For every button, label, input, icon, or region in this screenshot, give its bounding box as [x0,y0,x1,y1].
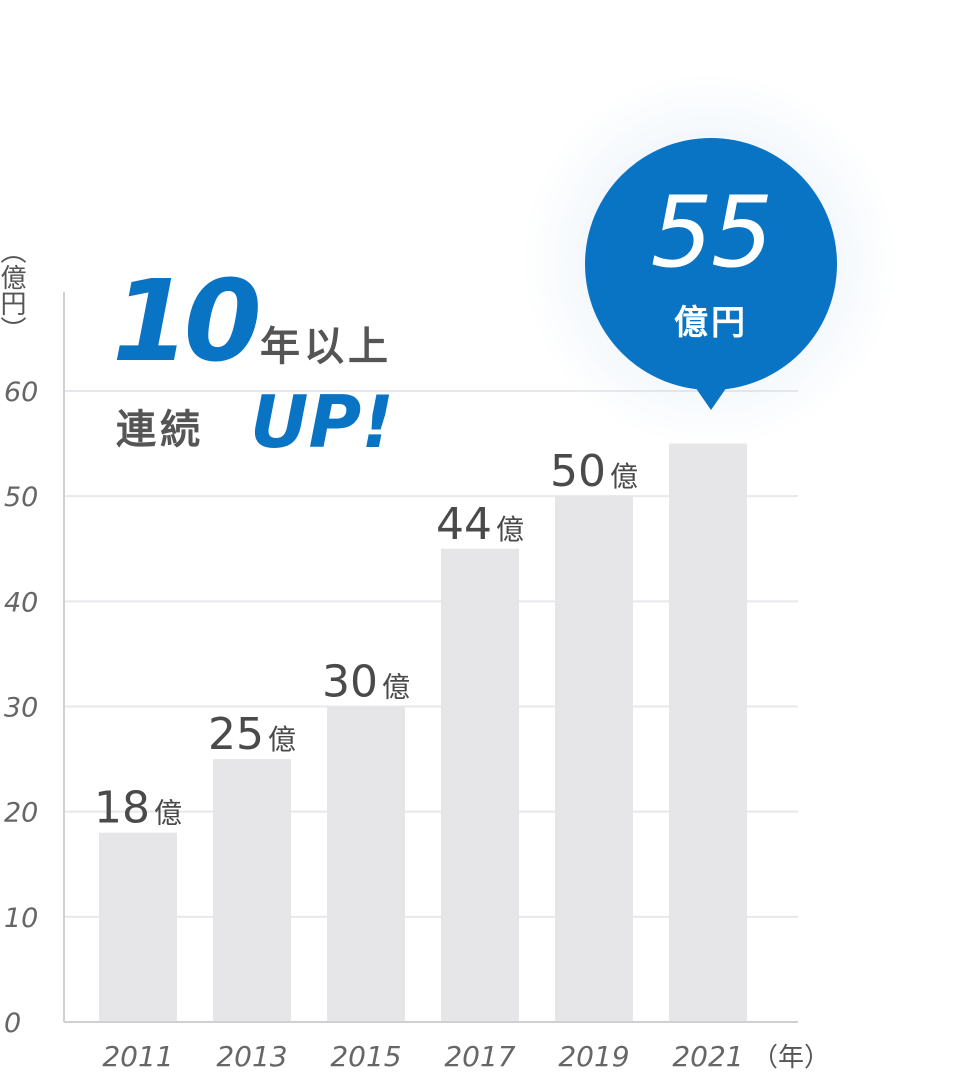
y-tick-label: 60 [4,377,38,408]
y-tick-label: 40 [4,587,38,618]
data-label: 50 億 [550,446,638,497]
y-tick-label: 20 [4,798,38,829]
data-label-unit: 億 [268,723,296,756]
x-tick-label: 2019 [558,1040,629,1073]
y-axis-unit: （億円） [0,238,26,342]
x-tick-label: 2011 [102,1040,173,1073]
x-axis-unit: （年） [752,1043,830,1073]
data-label-unit: 億 [610,460,638,493]
data-label-unit: 億 [154,797,182,830]
callout-unit: 億円 [674,303,748,343]
bar-2011 [99,832,177,1022]
data-label: 44 億 [436,499,524,550]
y-tick-label: 50 [4,482,38,513]
headline-up: UP! [250,380,395,464]
bar-2017 [441,548,519,1022]
headline-line1: 年以上 [260,324,392,370]
data-label: 18 億 [94,783,182,834]
headline: 10 年以上 連続 UP! [112,262,442,472]
bar-2013 [213,759,291,1022]
callout-number: 55 [650,176,774,290]
y-tick-label: 10 [4,903,38,934]
headline-line2: 連続 [116,407,204,453]
data-label-unit: 億 [382,671,410,704]
data-label-number: 18 [94,783,150,834]
y-tick-label: 0 [4,1008,21,1039]
headline-years: 10 [112,257,262,387]
bar-2015 [327,706,405,1022]
data-label: 25 億 [208,709,296,760]
bar-2019 [555,496,633,1023]
callout-bubble: 55 億円 [585,138,837,410]
data-label-unit: 億 [496,513,524,546]
data-label-number: 50 [550,446,606,497]
y-tick-label: 30 [4,693,38,724]
data-label-number: 44 [436,499,492,550]
x-tick-label: 2015 [330,1040,401,1073]
x-tick-label: 2017 [444,1040,515,1073]
data-label-number: 25 [208,709,264,760]
bar-2021 [669,443,747,1022]
data-label: 30 億 [322,657,410,708]
x-tick-label: 2013 [216,1040,287,1073]
data-label-number: 30 [322,657,378,708]
x-tick-label: 2021 [672,1040,743,1073]
